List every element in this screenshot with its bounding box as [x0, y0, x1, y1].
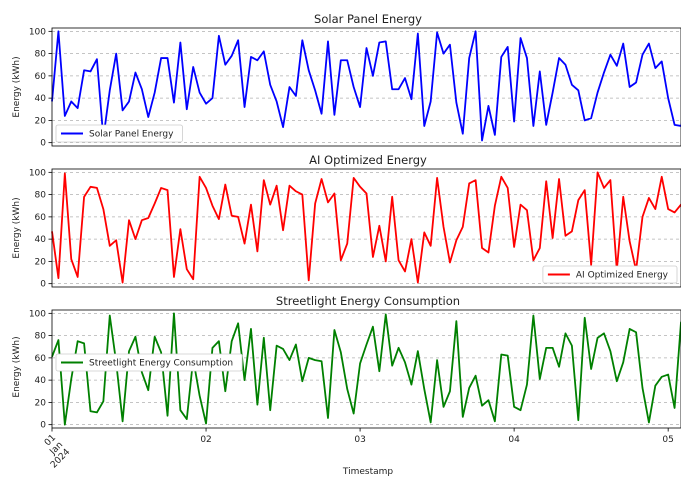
x-tick-label: 04 [508, 435, 520, 445]
plot-frame [51, 27, 681, 147]
plot-frame [51, 168, 681, 288]
series-line [51, 171, 681, 284]
y-tick-label: 20 [35, 116, 47, 126]
y-tick-label: 80 [35, 191, 47, 201]
streetlight-subplot: Streetlight Energy Consumption Energy (k… [12, 294, 681, 470]
legend: Streetlight Energy Consumption [55, 353, 243, 372]
series-lines [51, 30, 681, 142]
y-tick-label: 60 [35, 72, 47, 82]
plot-frame [51, 309, 681, 429]
x-tick-label: 03 [354, 435, 365, 445]
legend-label: Streetlight Energy Consumption [89, 359, 233, 369]
y-axis-label: Energy (kWh) [12, 56, 22, 117]
subplot-title: AI Optimized Energy [309, 153, 427, 167]
series-lines [51, 312, 681, 426]
x-ticks: 01Jan2024 02 03 04 05 [35, 428, 674, 471]
subplot-title: Solar Panel Energy [314, 12, 422, 26]
y-tick-label: 0 [40, 421, 46, 431]
grid [52, 312, 681, 426]
y-tick-label: 80 [35, 332, 47, 342]
y-ticks: 0 20 40 60 80 100 [29, 309, 52, 431]
x-tick-label: 02 [200, 435, 211, 445]
y-tick-label: 100 [29, 168, 46, 178]
x-tick-label: 01Jan2024 [35, 433, 73, 471]
y-tick-label: 80 [35, 50, 47, 60]
legend-box [55, 124, 183, 143]
series-line [51, 312, 681, 426]
y-ticks: 0 20 40 60 80 100 [29, 27, 52, 149]
y-tick-label: 100 [29, 309, 46, 319]
ai-optimized-subplot: AI Optimized Energy Energy (kWh) 0 20 40 60… [12, 153, 681, 290]
legend: AI Optimized Energy [542, 265, 678, 284]
x-tick-label: 05 [662, 435, 673, 445]
solar-panel-subplot: Solar Panel Energy Energy (kWh) 0 20 40 60 8… [12, 12, 681, 149]
legend-label: Solar Panel Energy [89, 130, 174, 140]
y-tick-label: 40 [35, 376, 47, 386]
y-tick-label: 20 [35, 398, 47, 408]
x-axis-label: Timestamp [342, 467, 394, 477]
y-axis-label: Energy (kWh) [12, 336, 22, 397]
y-tick-label: 100 [29, 27, 46, 37]
legend: Solar Panel Energy [55, 124, 183, 143]
y-tick-label: 60 [35, 354, 47, 364]
subplot-title: Streetlight Energy Consumption [276, 294, 460, 308]
y-ticks: 0 20 40 60 80 100 [29, 168, 52, 290]
y-tick-label: 20 [35, 257, 47, 267]
series-line [51, 30, 681, 142]
y-axis-label: Energy (kWh) [12, 197, 22, 258]
y-tick-label: 40 [35, 235, 47, 245]
legend-box [542, 265, 678, 284]
legend-label: AI Optimized Energy [576, 271, 669, 281]
y-tick-label: 0 [40, 139, 46, 149]
series-lines [51, 171, 681, 284]
y-tick-label: 0 [40, 280, 46, 290]
legend-box [55, 353, 243, 372]
y-tick-label: 60 [35, 213, 47, 223]
y-tick-label: 40 [35, 94, 47, 104]
